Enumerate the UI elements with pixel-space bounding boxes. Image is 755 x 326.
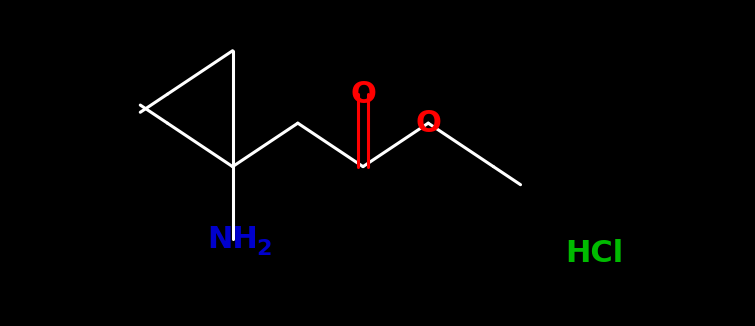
Text: HCl: HCl <box>565 239 624 268</box>
Text: NH: NH <box>207 225 258 254</box>
Text: O: O <box>350 80 376 109</box>
Text: O: O <box>415 109 441 138</box>
Text: 2: 2 <box>256 239 271 259</box>
